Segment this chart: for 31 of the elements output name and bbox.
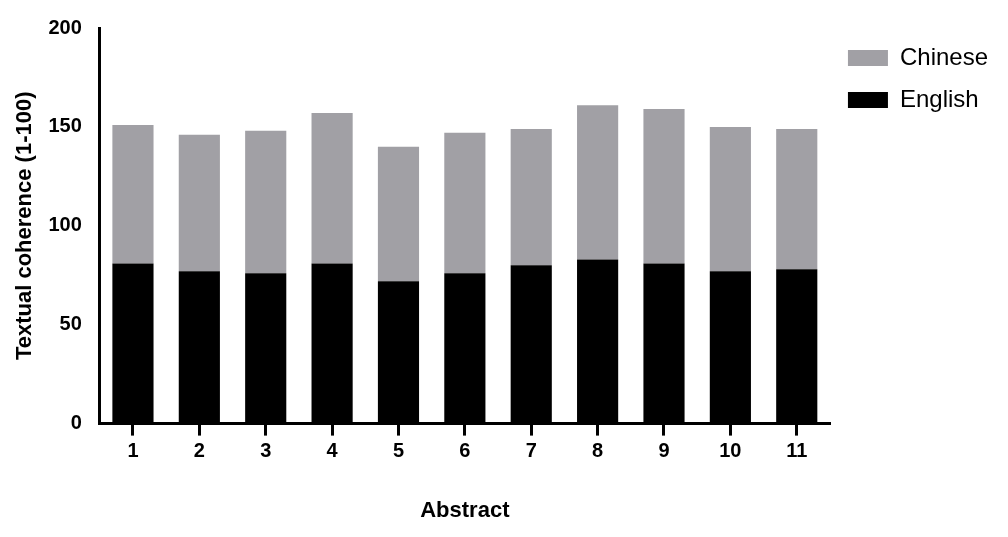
x-tick-label: 2 bbox=[193, 439, 205, 462]
x-axis-title: Abstract bbox=[420, 496, 511, 522]
bar bbox=[311, 113, 353, 264]
bar bbox=[776, 128, 818, 270]
bar bbox=[510, 128, 552, 266]
x-tick-label: 8 bbox=[592, 439, 604, 462]
bar bbox=[178, 134, 220, 272]
bar bbox=[643, 109, 685, 264]
legend-label: English bbox=[899, 84, 979, 112]
bar bbox=[709, 126, 751, 272]
x-tick-label: 3 bbox=[260, 439, 272, 462]
x-tick-label: 9 bbox=[658, 439, 670, 462]
y-tick-label: 50 bbox=[59, 312, 82, 335]
x-tick-label: 4 bbox=[326, 439, 339, 462]
y-tick-label: 0 bbox=[70, 411, 82, 434]
bar bbox=[444, 132, 486, 274]
legend-label: Chinese bbox=[899, 42, 989, 70]
bar bbox=[245, 130, 287, 274]
y-tick-label: 200 bbox=[48, 15, 82, 38]
x-tick-label: 7 bbox=[525, 439, 537, 462]
bar bbox=[112, 124, 154, 264]
x-tick-label: 5 bbox=[392, 439, 405, 462]
bar bbox=[377, 146, 420, 282]
x-tick-label: 6 bbox=[459, 439, 471, 462]
x-tick-label: 1 bbox=[127, 439, 139, 462]
x-tick-label: 11 bbox=[786, 439, 808, 462]
bar bbox=[577, 105, 619, 260]
y-axis-title: Textual coherence (1-100) bbox=[11, 91, 37, 361]
x-tick-label: 10 bbox=[719, 439, 742, 462]
y-tick-label: 100 bbox=[48, 213, 82, 236]
y-tick-label: 150 bbox=[48, 114, 82, 137]
